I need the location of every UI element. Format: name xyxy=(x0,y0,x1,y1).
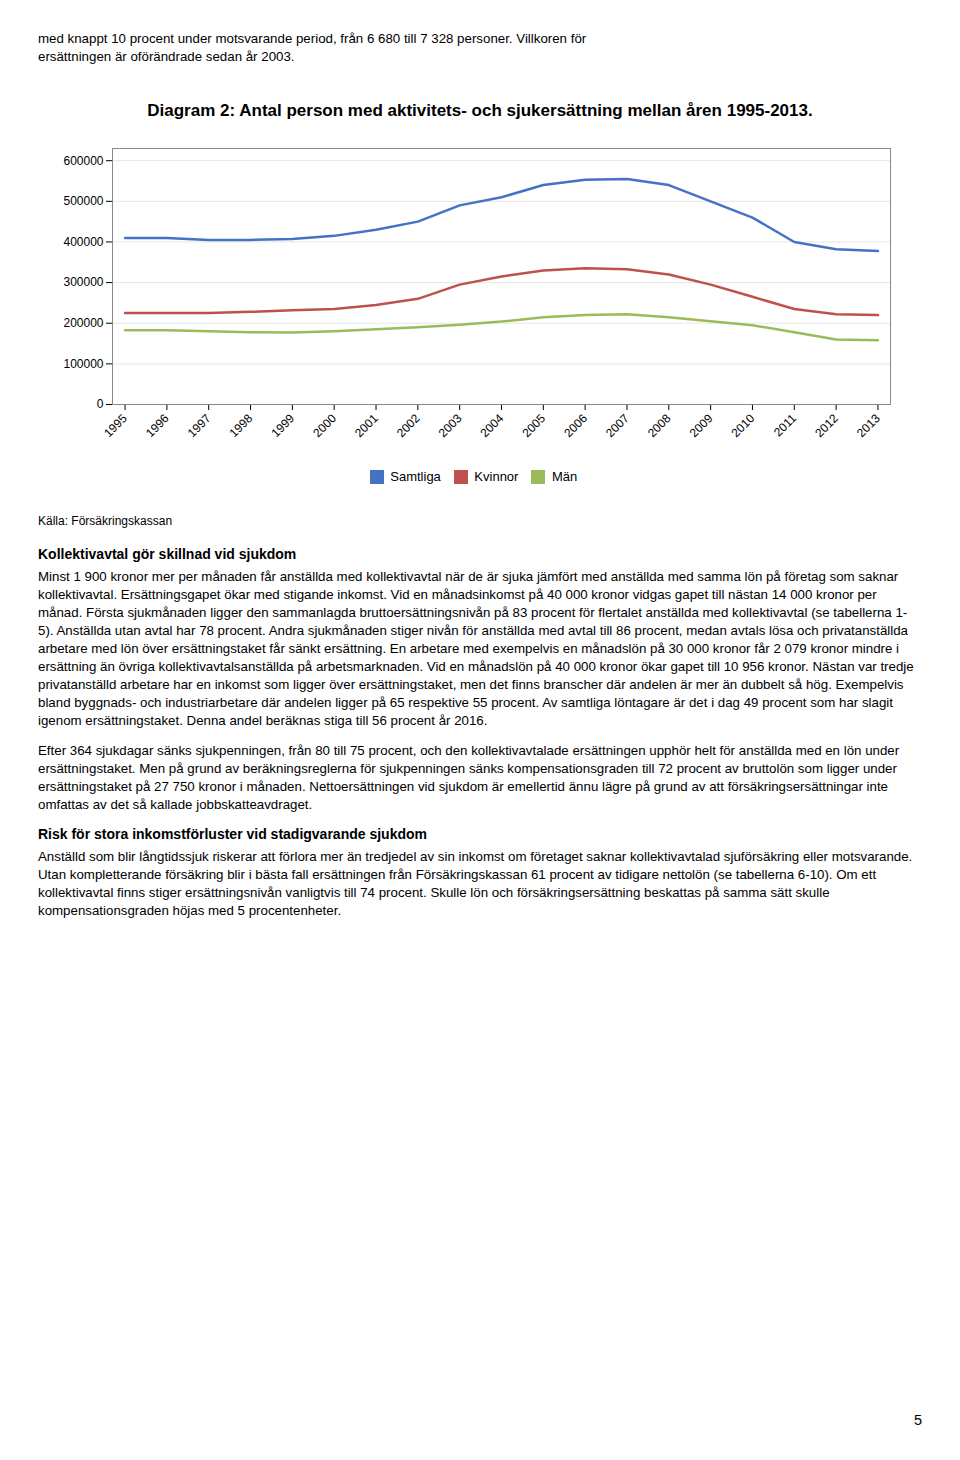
svg-text:200000: 200000 xyxy=(63,316,103,330)
svg-text:500000: 500000 xyxy=(63,194,103,208)
svg-text:300000: 300000 xyxy=(63,275,103,289)
svg-text:400000: 400000 xyxy=(63,235,103,249)
html-text:Risk för stora inkomstförluste: Risk för stora inkomstförluster vid stad… xyxy=(38,825,427,842)
html-text:Diagram 2: Antal person med ak: Diagram 2: Antal person med aktivitets- … xyxy=(147,101,813,120)
svg-text:1995: 1995 xyxy=(101,411,130,440)
svg-text:2007: 2007 xyxy=(603,411,632,440)
html-text:5: 5 xyxy=(913,1412,922,1428)
html-text:Samtliga: Samtliga xyxy=(390,469,441,484)
svg-text:1999: 1999 xyxy=(268,411,297,440)
svg-text:2009: 2009 xyxy=(687,411,716,440)
html-text:Kvinnor: Kvinnor xyxy=(474,469,519,484)
svg-text:0: 0 xyxy=(97,397,104,411)
svg-text:2008: 2008 xyxy=(645,411,674,440)
svg-text:2000: 2000 xyxy=(310,411,339,440)
svg-text:1996: 1996 xyxy=(143,411,172,440)
svg-text:2001: 2001 xyxy=(352,411,381,440)
html-text:med knappt 10 procent under mo: med knappt 10 procent under motsvarande … xyxy=(38,31,587,46)
html-text:Efter 364 sjukdagar sänks sjuk: Efter 364 sjukdagar sänks sjukpenningen,… xyxy=(38,742,900,812)
svg-text:2006: 2006 xyxy=(561,411,590,440)
html-text:Män: Män xyxy=(551,469,578,484)
html-text:Minst 1 900 kronor mer per mån: Minst 1 900 kronor mer per månaden får a… xyxy=(38,568,914,728)
svg-text:2012: 2012 xyxy=(812,411,841,440)
svg-text:2013: 2013 xyxy=(854,411,883,440)
html-text:Kollektivavtal gör skillnad vi: Kollektivavtal gör skillnad vid sjukdom xyxy=(38,545,297,562)
svg-text:100000: 100000 xyxy=(63,357,103,371)
svg-text:2011: 2011 xyxy=(771,411,799,439)
svg-text:2005: 2005 xyxy=(519,411,548,440)
svg-text:2003: 2003 xyxy=(436,411,465,440)
svg-text:2002: 2002 xyxy=(394,411,423,440)
svg-text:600000: 600000 xyxy=(63,154,103,168)
svg-text:1997: 1997 xyxy=(185,411,214,440)
svg-text:2010: 2010 xyxy=(729,411,758,440)
html-text:Anställd som blir långtidssjuk: Anställd som blir långtidssjuk riskerar … xyxy=(38,848,913,918)
svg-text:1998: 1998 xyxy=(227,411,256,440)
svg-text:2004: 2004 xyxy=(478,411,507,440)
html-text:ersättningen är oförändrade se: ersättningen är oförändrade sedan år 200… xyxy=(38,49,295,64)
html-text:Källa: Försäkringskassan: Källa: Försäkringskassan xyxy=(38,513,173,528)
